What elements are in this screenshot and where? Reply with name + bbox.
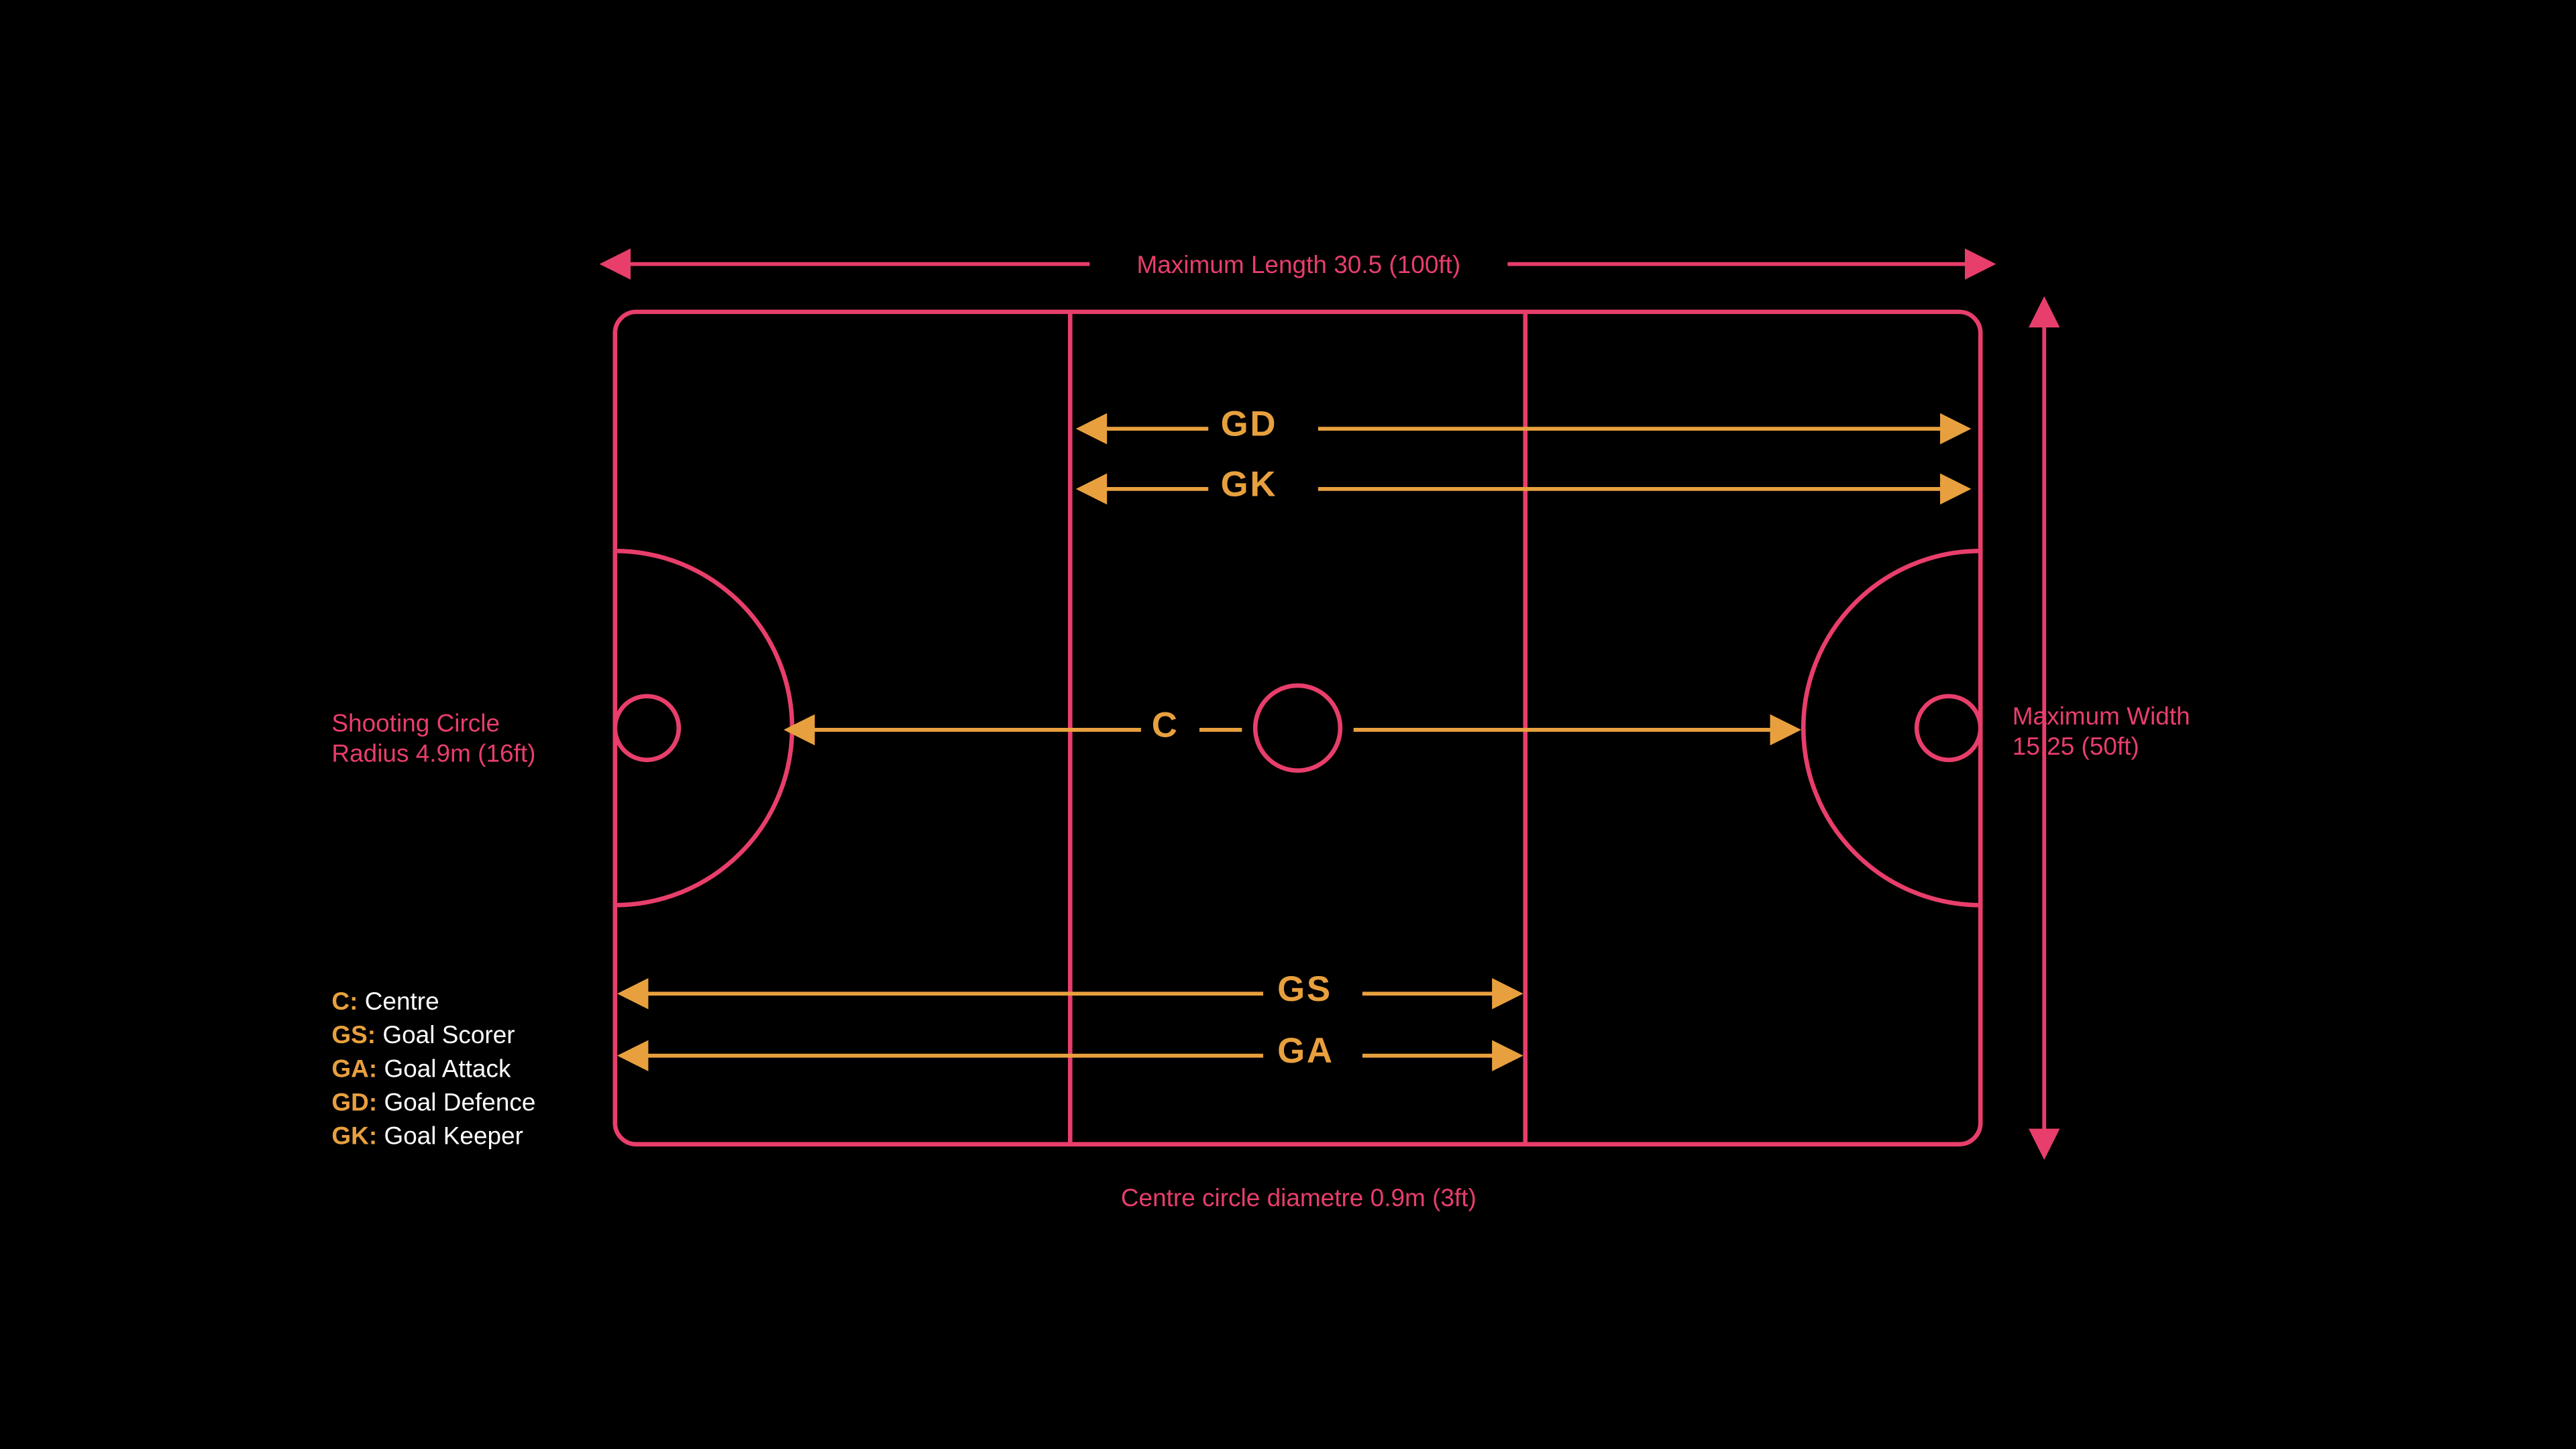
legend-row: C: Centre <box>331 985 535 1018</box>
legend-name: Goal Attack <box>384 1053 511 1081</box>
length-label: Maximum Length 30.5 (100ft) <box>1093 248 1504 282</box>
legend-name: Goal Keeper <box>384 1120 523 1148</box>
width-label-line1: Maximum Width <box>2012 700 2190 733</box>
goal-ring-right <box>1917 696 1980 760</box>
netball-court-diagram: Maximum Length 30.5 (100ft) Maximum Widt… <box>0 2 2576 1447</box>
legend-row: GK: Goal Keeper <box>331 1119 535 1152</box>
gk-label: GK <box>1221 466 1277 507</box>
legend-row: GS: Goal Scorer <box>331 1018 535 1052</box>
gs-label: GS <box>1277 971 1332 1012</box>
centre-circle-label: Centre circle diametre 0.9m (3ft) <box>1093 1181 1504 1215</box>
legend-name: Centre <box>365 987 439 1015</box>
width-label-line2: 15.25 (50ft) <box>2012 730 2139 763</box>
gd-label: GD <box>1221 406 1277 447</box>
centre-circle <box>1255 686 1340 771</box>
shooting-circle-right <box>1803 551 1980 905</box>
shooting-circle-left <box>615 551 792 905</box>
legend-code: GA: <box>331 1053 377 1081</box>
ga-label: GA <box>1277 1032 1334 1073</box>
shooting-label-line2: Radius 4.9m (16ft) <box>331 737 535 770</box>
legend-name: Goal Scorer <box>382 1020 515 1049</box>
shooting-label-line1: Shooting Circle <box>331 707 500 741</box>
legend-code: GD: <box>331 1087 377 1115</box>
c-label: C <box>1152 707 1179 748</box>
legend-code: C: <box>331 987 358 1015</box>
legend-code: GS: <box>331 1020 376 1049</box>
legend-name: Goal Defence <box>384 1087 535 1115</box>
legend-row: GA: Goal Attack <box>331 1052 535 1085</box>
legend-code: GK: <box>331 1120 377 1148</box>
legend: C: Centre GS: Goal Scorer GA: Goal Attac… <box>331 985 535 1152</box>
legend-row: GD: Goal Defence <box>331 1085 535 1119</box>
goal-ring-left <box>615 696 679 760</box>
